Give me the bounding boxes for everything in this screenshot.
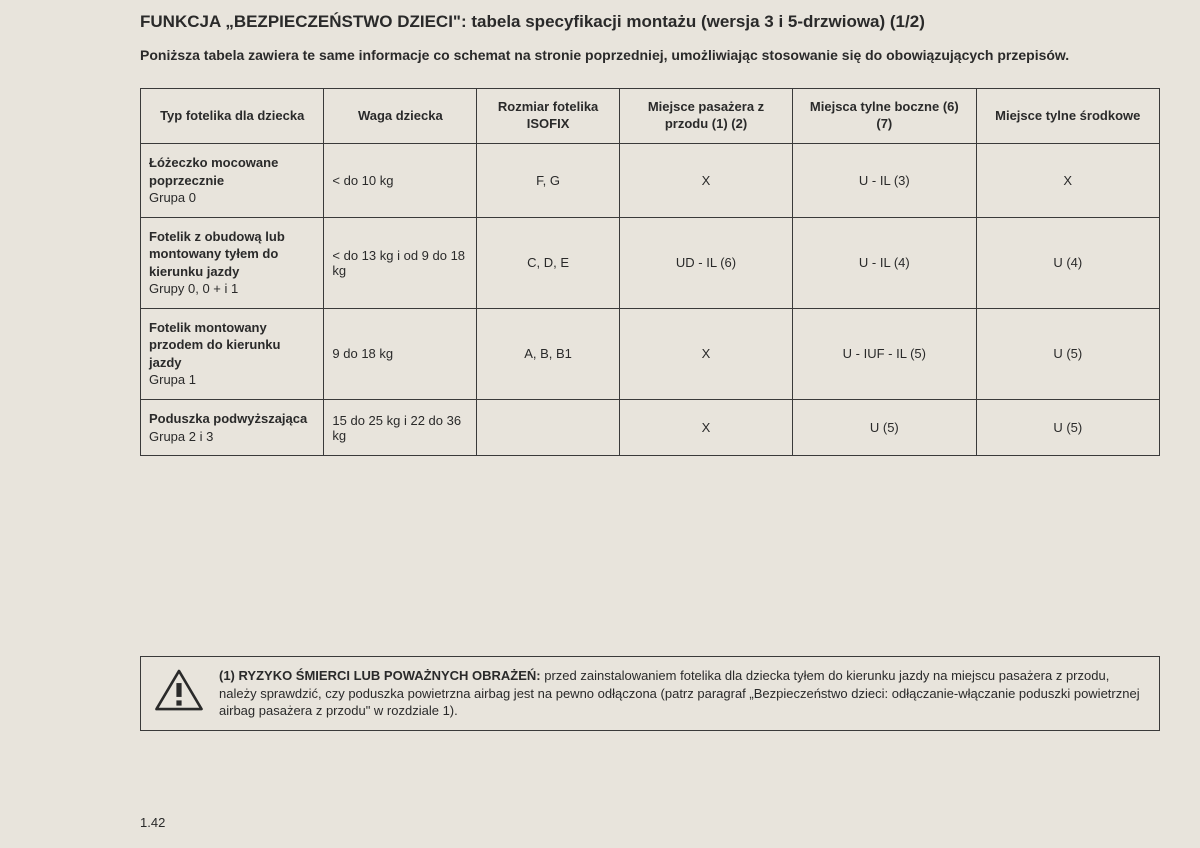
cell-front: X — [619, 399, 792, 455]
seat-type-group: Grupy 0, 0 + i 1 — [149, 281, 238, 296]
intro-text: Poniższa tabela zawiera te same informac… — [140, 46, 1160, 64]
warning-lead: (1) RYZYKO ŚMIERCI LUB POWAŻNYCH OBRAŻEŃ… — [219, 668, 541, 683]
warning-triangle-icon — [153, 667, 205, 713]
seat-type-main: Fotelik z obudową lub montowany tyłem do… — [149, 229, 285, 279]
header-seat-type: Typ fotelika dla dziecka — [141, 89, 324, 144]
cell-isofix: C, D, E — [477, 217, 620, 308]
table-header-row: Typ fotelika dla dziecka Waga dziecka Ro… — [141, 89, 1160, 144]
seat-type-main: Poduszka podwyższająca — [149, 411, 307, 426]
cell-weight: < do 13 kg i od 9 do 18 kg — [324, 217, 477, 308]
seat-type-group: Grupa 0 — [149, 190, 196, 205]
cell-rear-center: U (4) — [976, 217, 1159, 308]
header-isofix: Rozmiar fotelika ISOFIX — [477, 89, 620, 144]
cell-weight: < do 10 kg — [324, 143, 477, 217]
page-title: FUNKCJA „BEZPIECZEŃSTWO DZIECI": tabela … — [140, 12, 1160, 32]
cell-weight: 15 do 25 kg i 22 do 36 kg — [324, 399, 477, 455]
warning-text: (1) RYZYKO ŚMIERCI LUB POWAŻNYCH OBRAŻEŃ… — [219, 667, 1147, 720]
cell-rear-side: U - IL (4) — [793, 217, 976, 308]
seat-type-group: Grupa 2 i 3 — [149, 429, 213, 444]
cell-seat-type: Poduszka podwyższająca Grupa 2 i 3 — [141, 399, 324, 455]
cell-rear-side: U (5) — [793, 399, 976, 455]
cell-weight: 9 do 18 kg — [324, 308, 477, 399]
seat-type-group: Grupa 1 — [149, 372, 196, 387]
header-weight: Waga dziecka — [324, 89, 477, 144]
cell-isofix: F, G — [477, 143, 620, 217]
warning-box: (1) RYZYKO ŚMIERCI LUB POWAŻNYCH OBRAŻEŃ… — [140, 656, 1160, 731]
cell-seat-type: Fotelik z obudową lub montowany tyłem do… — [141, 217, 324, 308]
cell-front: X — [619, 143, 792, 217]
seat-type-main: Fotelik montowany przodem do kierunku ja… — [149, 320, 280, 370]
header-front: Miejsce pasażera z przodu (1) (2) — [619, 89, 792, 144]
table-row: Poduszka podwyższająca Grupa 2 i 3 15 do… — [141, 399, 1160, 455]
cell-seat-type: Fotelik montowany przodem do kierunku ja… — [141, 308, 324, 399]
table-row: Fotelik montowany przodem do kierunku ja… — [141, 308, 1160, 399]
cell-rear-center: X — [976, 143, 1159, 217]
spec-table: Typ fotelika dla dziecka Waga dziecka Ro… — [140, 88, 1160, 456]
table-row: Łóżeczko mocowane poprzecznie Grupa 0 < … — [141, 143, 1160, 217]
manual-page: FUNKCJA „BEZPIECZEŃSTWO DZIECI": tabela … — [0, 0, 1200, 848]
seat-type-main: Łóżeczko mocowane poprzecznie — [149, 155, 278, 188]
header-rear-center: Miejsce tylne środkowe — [976, 89, 1159, 144]
table-row: Fotelik z obudową lub montowany tyłem do… — [141, 217, 1160, 308]
page-number: 1.42 — [140, 815, 165, 830]
cell-front: X — [619, 308, 792, 399]
header-rear-side: Miejsca tylne boczne (6) (7) — [793, 89, 976, 144]
cell-seat-type: Łóżeczko mocowane poprzecznie Grupa 0 — [141, 143, 324, 217]
table-body: Łóżeczko mocowane poprzecznie Grupa 0 < … — [141, 143, 1160, 455]
cell-isofix — [477, 399, 620, 455]
cell-rear-center: U (5) — [976, 399, 1159, 455]
cell-rear-side: U - IL (3) — [793, 143, 976, 217]
cell-rear-center: U (5) — [976, 308, 1159, 399]
cell-front: UD - IL (6) — [619, 217, 792, 308]
cell-isofix: A, B, B1 — [477, 308, 620, 399]
cell-rear-side: U - IUF - IL (5) — [793, 308, 976, 399]
